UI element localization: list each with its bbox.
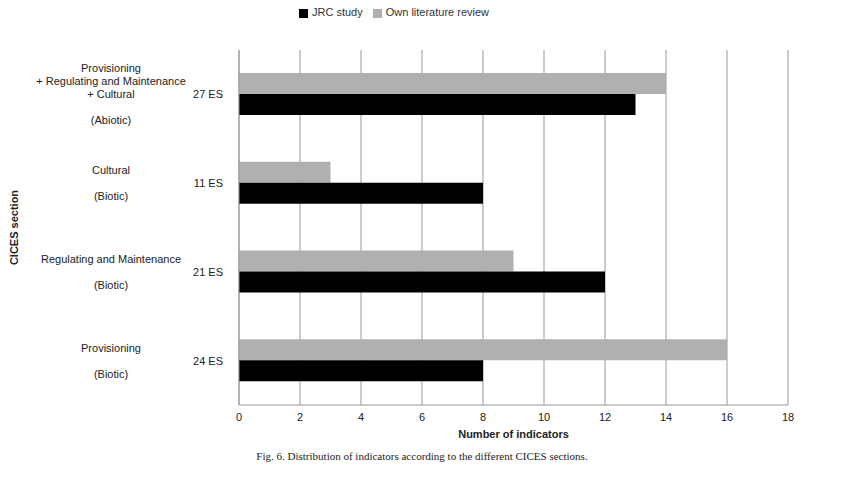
svg-text:21 ES: 21 ES xyxy=(193,266,223,278)
svg-text:0: 0 xyxy=(236,411,242,423)
svg-text:CICES section: CICES section xyxy=(8,190,20,265)
svg-text:11 ES: 11 ES xyxy=(194,177,223,189)
svg-text:Number of indicators: Number of indicators xyxy=(458,428,569,440)
svg-text:+ Cultural: + Cultural xyxy=(87,88,134,100)
html-text:Fig. 6. Distribution of indica: Fig. 6. Distribution of indicators accor… xyxy=(256,450,588,462)
svg-text:14: 14 xyxy=(660,411,672,423)
svg-text:2: 2 xyxy=(297,411,303,423)
svg-text:Regulating and Maintenance: Regulating and Maintenance xyxy=(41,253,181,265)
svg-text:6: 6 xyxy=(419,411,425,423)
svg-text:16: 16 xyxy=(721,411,733,423)
html-text:JRC study: JRC study xyxy=(312,6,363,18)
svg-text:Provisioning: Provisioning xyxy=(81,342,141,354)
svg-text:8: 8 xyxy=(480,411,486,423)
svg-text:(Biotic): (Biotic) xyxy=(94,279,128,291)
svg-text:4: 4 xyxy=(358,411,364,423)
svg-text:27 ES: 27 ES xyxy=(193,88,223,100)
svg-text:18: 18 xyxy=(782,411,794,423)
svg-text:24 ES: 24 ES xyxy=(193,355,223,367)
svg-text:(Biotic): (Biotic) xyxy=(94,190,128,202)
svg-text:(Abiotic): (Abiotic) xyxy=(91,114,131,126)
svg-text:(Biotic): (Biotic) xyxy=(94,368,128,380)
html-text:Own literature review: Own literature review xyxy=(385,6,489,18)
svg-text:Cultural: Cultural xyxy=(92,164,130,176)
svg-text:12: 12 xyxy=(599,411,611,423)
svg-text:10: 10 xyxy=(538,411,550,423)
svg-text:+ Regulating and Maintenance: + Regulating and Maintenance xyxy=(36,75,186,87)
svg-text:Provisioning: Provisioning xyxy=(81,62,141,74)
